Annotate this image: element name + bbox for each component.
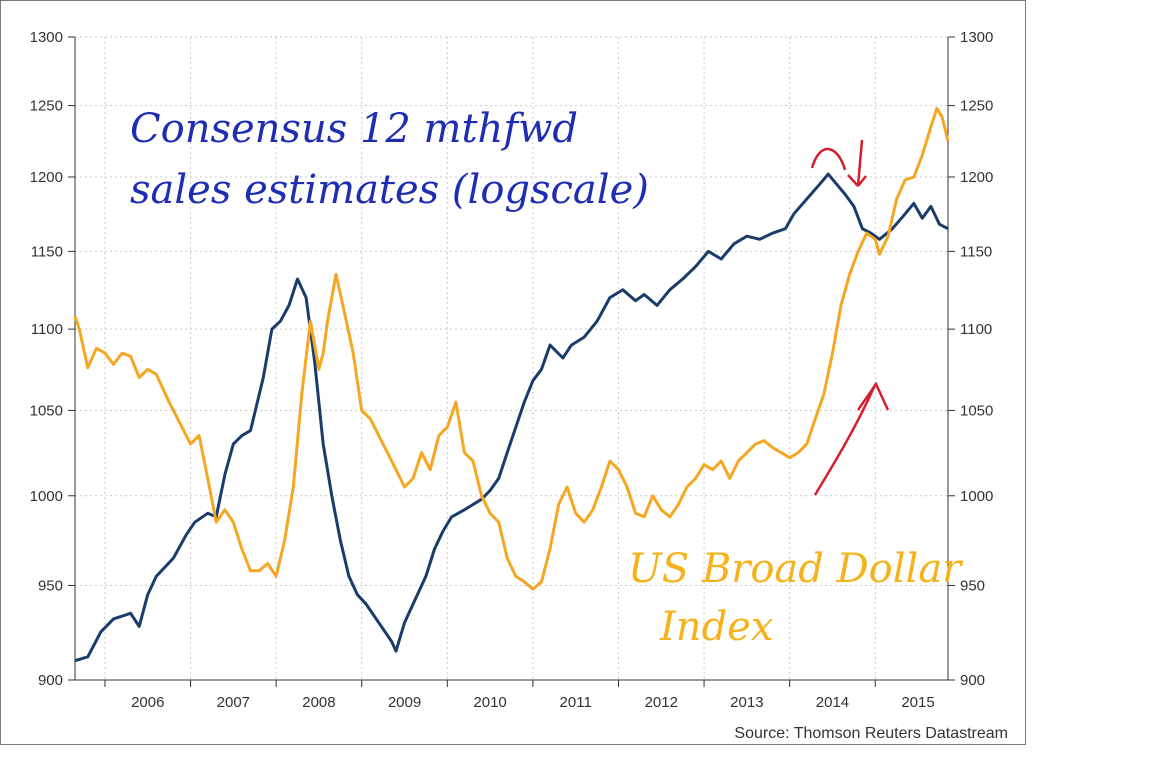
x-tick-label: 2009	[388, 694, 421, 711]
x-tick-label: 2015	[901, 694, 934, 711]
y-tick-label-right: 1300	[960, 29, 993, 46]
x-tick-label: 2008	[302, 694, 335, 711]
y-tick-label-right: 1200	[960, 169, 993, 186]
y-tick-label-right: 1100	[960, 321, 992, 338]
y-tick-label-left: 1150	[31, 243, 63, 260]
y-tick-label-left: 1300	[30, 29, 63, 46]
y-tick-label-left: 900	[38, 672, 63, 689]
dollar-index-series-line	[73, 106, 950, 591]
arrow-up-annotation	[813, 384, 877, 496]
y-tick-label-right: 950	[960, 577, 985, 594]
x-tick-label: 2014	[816, 694, 849, 711]
y-tick-label-right: 1000	[960, 488, 993, 505]
y-tick-label-left: 1250	[30, 98, 63, 115]
y-tick-label-right: 1150	[960, 243, 992, 260]
x-tick-label: 2006	[131, 694, 164, 711]
annotation-consensus-line1: Consensus 12 mthfwd	[130, 106, 578, 152]
x-tick-label: 2013	[730, 694, 763, 711]
y-tick-label-left: 1000	[30, 488, 63, 505]
y-tick-label-left: 1100	[31, 321, 63, 338]
annotation-dollar-line2: Index	[659, 604, 773, 650]
annotations: Consensus 12 mthfwd sales estimates (log…	[130, 106, 964, 650]
axes: 900 900 950 950 1000 1000 1050 1050 1100 1100 1150…	[30, 29, 994, 711]
arrow-up-head	[856, 381, 890, 411]
x-tick-label: 2012	[645, 694, 678, 711]
x-tick-label: 2010	[473, 694, 506, 711]
x-tick-label: 2007	[217, 694, 250, 711]
y-tick-label-left: 1200	[30, 169, 63, 186]
x-tick-label: 2011	[560, 694, 592, 711]
y-tick-label-right: 1050	[960, 402, 993, 419]
y-tick-label-right: 1250	[960, 98, 993, 115]
y-tick-label-right: 900	[960, 672, 985, 689]
y-tick-label-left: 950	[38, 577, 63, 594]
series-layer	[73, 106, 950, 663]
chart-frame	[0, 0, 1026, 745]
source-label: Source: Thomson Reuters Datastream	[734, 725, 1008, 742]
arrow-down-head	[847, 139, 867, 187]
arrow-down-annotation	[810, 147, 847, 171]
annotation-consensus-line2: sales estimates (logscale)	[130, 167, 649, 213]
annotation-dollar-line1: US Broad Dollar	[628, 546, 964, 592]
sales-estimates-series-line	[74, 172, 949, 663]
y-tick-label-left: 1050	[30, 402, 63, 419]
